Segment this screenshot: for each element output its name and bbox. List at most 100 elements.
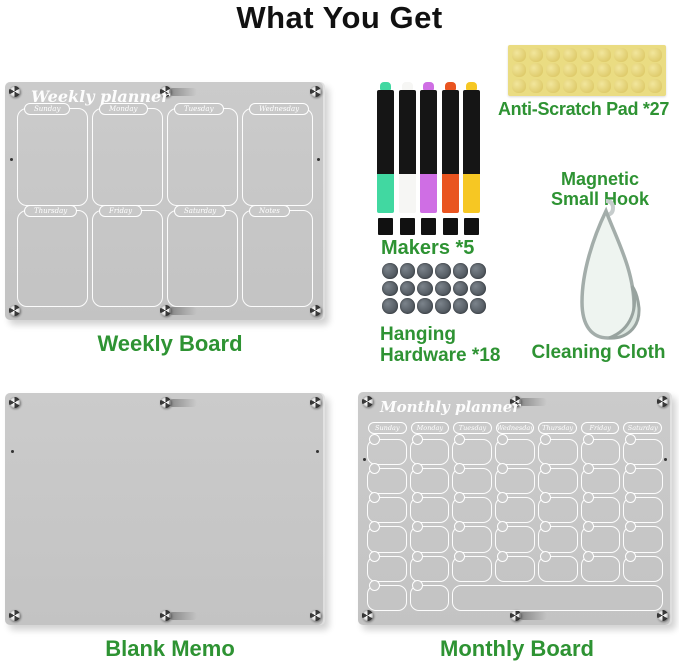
day-label: Friday [580, 422, 620, 434]
magnet-disc [470, 280, 486, 296]
date-circle [539, 492, 551, 504]
scratch-pad-dot [562, 79, 577, 94]
date-circle [369, 463, 380, 475]
scratch-pad-dot [528, 47, 543, 62]
weekly-cell-saturday: Saturday [167, 204, 238, 307]
screw-icon [9, 305, 20, 316]
screw-icon [160, 610, 197, 621]
monthly-day-cell [495, 550, 535, 582]
monthly-day-cell [409, 550, 450, 582]
monthly-day-cell [452, 521, 493, 553]
date-circle [454, 492, 466, 504]
cleaning-cloth-image [580, 199, 641, 340]
date-circle [625, 550, 637, 562]
day-label: Wednesday [249, 103, 310, 115]
markers-group [377, 82, 481, 235]
day-label: Thursday [538, 422, 577, 434]
magnet-disc [452, 298, 469, 314]
day-label: Saturday [174, 204, 227, 217]
scratch-pad-dot [631, 79, 646, 94]
weekly-cell-tuesday: Tuesday [167, 103, 238, 206]
weekly-grid: Sunday Monday Tuesday Wednesday Thursday… [17, 103, 313, 307]
marker-cap-tip [399, 218, 415, 235]
monthly-day-cell [495, 521, 535, 553]
weekly-cell-thursday: Thursday [17, 204, 88, 307]
scratch-pad-dot [528, 63, 543, 78]
scratch-pad-dot [562, 63, 577, 78]
scratch-pad-dot [528, 79, 543, 94]
monthly-day-cell [623, 521, 663, 553]
day-label: Sunday [24, 103, 71, 115]
marker [463, 82, 480, 235]
date-circle [539, 463, 551, 475]
monthly-day-cell [580, 463, 621, 495]
mount-dot [11, 450, 14, 453]
monthly-day-cell [452, 550, 493, 582]
monthly-day-cell [367, 463, 407, 495]
cloth-fold [608, 285, 641, 340]
date-circle [369, 579, 380, 591]
hanging-hardware-group [382, 263, 486, 314]
monthly-day-cell [367, 579, 407, 611]
monthly-day-cell [537, 434, 578, 466]
cleaning-cloth-caption: Cleaning Cloth [531, 342, 666, 363]
scratch-pad-dot [614, 47, 629, 62]
date-circle [369, 492, 380, 504]
marker-grip [441, 174, 459, 213]
mount-dot [664, 458, 667, 461]
screw-icon [657, 610, 668, 621]
date-circle [454, 521, 466, 533]
weekly-board-caption: Weekly Board [97, 331, 243, 356]
marker-grip [463, 174, 480, 213]
scratch-pad-dot [631, 63, 646, 78]
date-circle [454, 550, 466, 562]
date-circle [582, 492, 594, 504]
magnetic-hook-caption: Magnetic Small Hook [525, 169, 675, 209]
magnet-disc [417, 280, 433, 296]
monthly-day-cell [580, 434, 621, 466]
magnetic-hook-line1: Magnetic [560, 169, 639, 189]
screw-icon [657, 396, 668, 407]
screw-icon [310, 305, 321, 316]
monthly-planner-title: Monthly planner [380, 398, 521, 416]
date-circle [369, 550, 380, 562]
anti-scratch-caption: Anti-Scratch Pad *27 [497, 99, 670, 119]
screw-icon [362, 396, 373, 407]
marker-body [420, 90, 437, 174]
screw-icon [9, 610, 20, 621]
blank-memo-board [5, 393, 325, 625]
magnet-disc [452, 280, 469, 296]
day-label: Friday [99, 204, 143, 217]
date-circle [454, 463, 466, 475]
screw-icon [9, 86, 20, 97]
date-circle [582, 550, 594, 562]
scratch-pad-dot [597, 47, 612, 62]
day-label: Wednesday [495, 422, 535, 434]
mount-dot [10, 158, 13, 161]
monthly-day-cell [452, 434, 493, 466]
scratch-pad-dot [614, 79, 629, 94]
monthly-day-cell [537, 463, 578, 495]
day-label: Monday [99, 103, 148, 115]
monthly-day-cell [537, 521, 578, 553]
weekly-cell-notes: Notes [242, 204, 313, 307]
monthly-day-cell [367, 434, 407, 466]
magnet-disc [435, 298, 451, 314]
magnet-disc [382, 263, 398, 279]
magnet-disc [399, 298, 416, 314]
blank-memo-caption: Blank Memo [105, 636, 235, 661]
magnet-disc [399, 263, 416, 279]
scratch-pad-dot [631, 47, 646, 62]
hanging-hardware-line1: Hanging [380, 324, 456, 345]
marker-cap-tip [464, 218, 479, 235]
magnet-disc [417, 263, 433, 279]
monthly-board-caption: Monthly Board [440, 636, 594, 661]
marker [398, 82, 416, 235]
cloth-body [580, 206, 636, 340]
screw-icon [160, 397, 197, 408]
scratch-pad-dot [648, 47, 663, 62]
scratch-pad-dot [545, 63, 560, 78]
scratch-pad-dot [597, 63, 612, 78]
monthly-day-cell [495, 434, 535, 466]
hook-icon [605, 199, 616, 217]
